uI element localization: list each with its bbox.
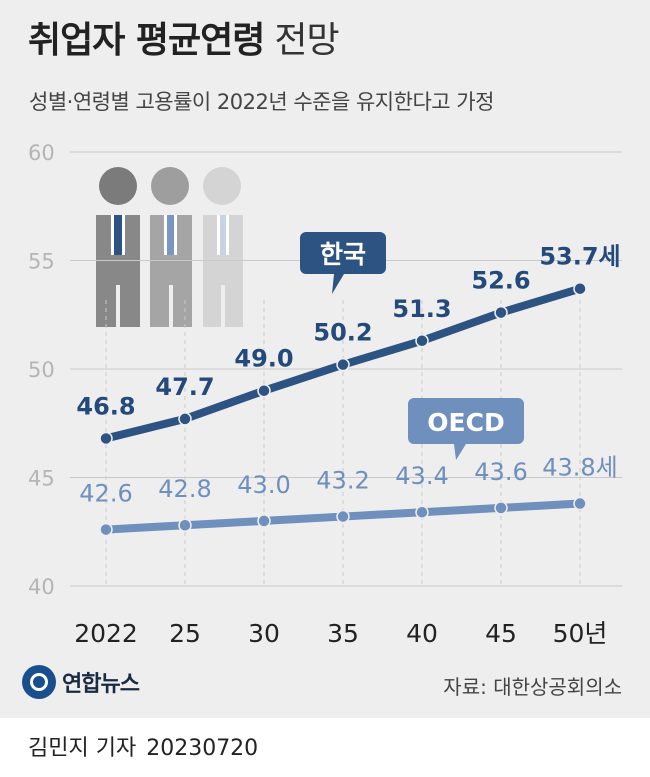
data-point xyxy=(178,518,192,532)
x-tick-label: 35 xyxy=(327,619,359,648)
x-tick-label: 2022 xyxy=(74,619,138,648)
byline: 김민지 기자 20230720 xyxy=(28,730,258,762)
source-text: 자료: 대한상공회의소 xyxy=(443,675,622,699)
page-title: 취업자 평균연령 전망 xyxy=(28,16,340,66)
data-label: 52.6 xyxy=(471,267,530,295)
y-tick-label: 45 xyxy=(28,467,55,491)
data-point xyxy=(178,412,192,426)
x-tick-label: 50년 xyxy=(553,619,608,648)
korea-callout: 한국 xyxy=(300,232,386,294)
infographic-card: 취업자 평균연령 전망 성별·연령별 고용률이 2022년 수준을 유지한다고 가… xyxy=(0,0,650,718)
line-chart: 40 45 50 55 60 2022 25 30 35 40 45 50년 한국 OECD 46.8… xyxy=(28,141,622,648)
y-tick-label: 40 xyxy=(28,575,55,599)
data-label: 43.0 xyxy=(237,471,290,499)
data-label: 43.4 xyxy=(395,462,448,490)
subtitle: 성별·연령별 고용률이 2022년 수준을 유지한다고 가정 xyxy=(29,90,494,114)
data-point xyxy=(415,505,429,519)
data-label: 47.7 xyxy=(155,373,214,401)
korea-callout-label: 한국 xyxy=(320,240,366,269)
x-tick-label: 30 xyxy=(248,619,280,648)
x-tick-label: 40 xyxy=(406,619,438,648)
logo-text: 연합뉴스 xyxy=(62,672,140,697)
data-point xyxy=(494,501,508,515)
data-point xyxy=(415,334,429,348)
data-point xyxy=(573,496,587,511)
oecd-callout: OECD xyxy=(408,398,524,460)
data-label: 43.8세 xyxy=(542,454,618,482)
data-label: 50.2 xyxy=(313,319,372,347)
data-label: 51.3 xyxy=(392,295,451,323)
title-main: 취업자 평균연령 xyxy=(28,20,265,61)
yonhap-logo: 연합뉴스 xyxy=(22,665,140,699)
y-tick-label: 50 xyxy=(28,358,55,382)
data-point xyxy=(494,305,508,320)
title-suffix: 전망 xyxy=(274,20,339,61)
x-tick-label: 25 xyxy=(169,619,201,648)
data-label: 43.6 xyxy=(474,458,527,486)
data-label: 43.2 xyxy=(316,467,369,495)
publish-date: 20230720 xyxy=(146,736,259,761)
y-tick-label: 60 xyxy=(28,141,55,165)
data-point xyxy=(99,522,113,537)
oecd-callout-label: OECD xyxy=(427,408,504,437)
data-label: 49.0 xyxy=(234,345,293,373)
data-point xyxy=(257,514,271,528)
data-label: 53.7세 xyxy=(539,243,620,271)
data-point xyxy=(336,509,350,524)
yonhap-logo-icon xyxy=(22,665,56,699)
x-tick-label: 45 xyxy=(485,619,517,648)
data-point xyxy=(99,431,113,446)
data-point xyxy=(336,357,350,372)
data-label: 42.8 xyxy=(158,475,211,503)
reporter-name: 김민지 기자 xyxy=(28,736,137,761)
data-point xyxy=(573,281,587,296)
y-tick-label: 55 xyxy=(28,250,55,274)
data-label: 46.8 xyxy=(76,392,135,420)
data-point xyxy=(257,383,271,398)
data-label: 42.6 xyxy=(79,480,132,508)
people-illustration-icon xyxy=(96,167,243,327)
